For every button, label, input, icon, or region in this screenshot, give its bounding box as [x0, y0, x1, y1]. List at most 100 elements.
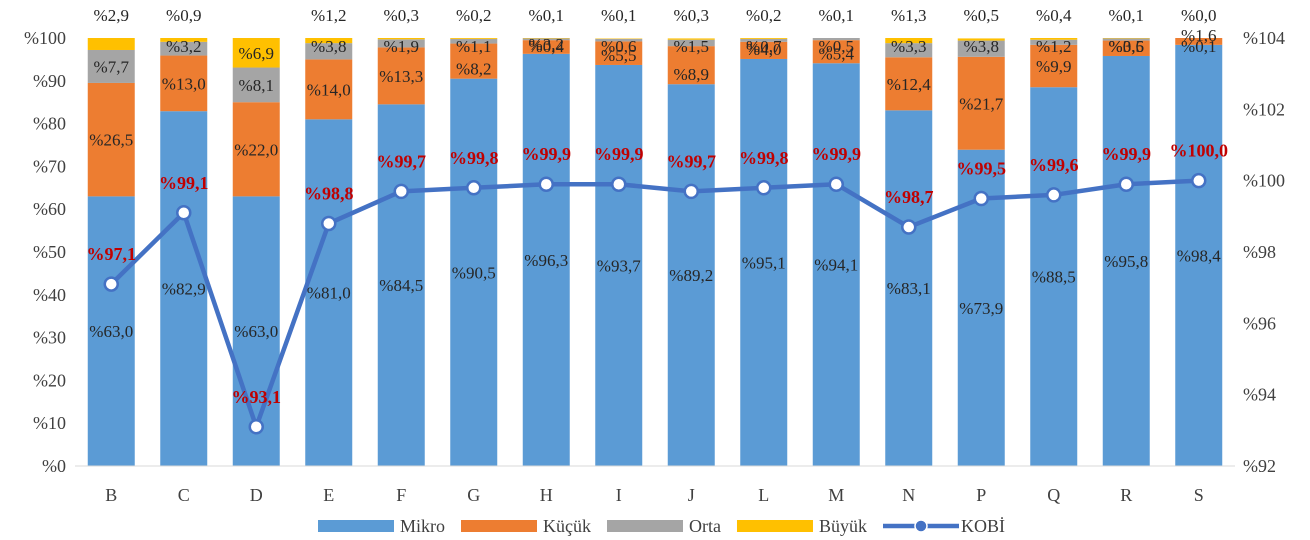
kucuk-value-label: %9,9: [1036, 57, 1071, 76]
kobi-value-label: %99,1: [159, 173, 209, 193]
bar-mikro-C: [160, 111, 208, 467]
bar-orta-L: [740, 38, 788, 42]
buyuk-value-label: %0,5: [964, 6, 999, 25]
kobi-point-B: [103, 276, 119, 292]
category-label: J: [688, 485, 695, 505]
orta-value-label: %0,4: [529, 37, 565, 56]
bar-byk-L: [740, 38, 788, 39]
bar-kk-F: [377, 47, 425, 105]
category-label: G: [467, 485, 480, 505]
buyuk-value-label: %0,1: [529, 6, 564, 25]
right-tick-label: %100: [1243, 171, 1285, 191]
buyuk-value-label: %0,4: [1036, 6, 1072, 25]
category-label: C: [178, 485, 190, 505]
orta-value-label: %0,6: [601, 37, 636, 56]
bar-orta-N: [885, 43, 933, 58]
kobi-point-E: [321, 215, 337, 232]
buyuk-value-label: %0,0: [1181, 6, 1216, 25]
mikro-value-label: %63,0: [234, 322, 278, 341]
bar-byk-Q: [1030, 38, 1078, 40]
buyuk-value-label: %1,3: [891, 6, 926, 25]
legend: Mikro Küçük Orta Büyük KOBİ: [318, 516, 1005, 536]
bar-orta-F: [377, 39, 425, 48]
kobi-value-label: %99,7: [667, 151, 717, 171]
kobi-value-label: %100,0: [1170, 141, 1229, 161]
legend-label: Büyük: [819, 516, 867, 536]
kucuk-value-label: %26,5: [89, 131, 133, 150]
kobi-point-S: [1191, 172, 1207, 189]
kobi-point-J: [683, 183, 699, 200]
kucuk-value-label: %13,3: [379, 67, 423, 86]
legend-label: Orta: [689, 516, 721, 536]
bar-orta-I: [595, 38, 643, 42]
left-tick-label: %40: [33, 285, 66, 305]
axes-layer: %0 %10 %20 %30 %40 %50 %60 %70 %80 %90 %100 %92 %94%…: [24, 28, 1285, 505]
mikro-value-label: %95,8: [1104, 252, 1148, 271]
bar-kk-C: [160, 55, 208, 112]
orta-value-label: %3,2: [166, 37, 201, 56]
right-tick-label: %94: [1243, 385, 1276, 405]
bar-kk-D: [232, 102, 280, 197]
kucuk-value-label: %22,0: [234, 140, 278, 159]
buyuk-value-label: %0,3: [674, 6, 709, 25]
category-label: L: [758, 485, 769, 505]
kucuk-value-label: %12,4: [887, 75, 931, 94]
kucuk-value-label: %5,5: [601, 46, 636, 65]
kobi-point-N: [901, 219, 917, 235]
bar-byk-D: [232, 38, 280, 68]
kucuk-value-label: %8,2: [456, 60, 491, 79]
bar-kk-I: [595, 41, 643, 65]
category-label: D: [250, 485, 263, 505]
bar-kk-H: [522, 40, 570, 54]
bar-mikro-I: [595, 64, 643, 467]
mikro-value-label: %83,1: [887, 279, 931, 298]
orta-value-label: %3,8: [964, 37, 999, 56]
orta-value-label: %0,5: [819, 37, 854, 56]
bar-kk-P: [957, 56, 1005, 150]
orta-value-label: %8,1: [239, 76, 274, 95]
orta-value-label: %3,8: [311, 37, 346, 56]
kobi-value-label: %99,5: [957, 159, 1007, 179]
data-labels-layer: %63,0 %26,5 %7,7 %2,9 %82,9 %13,0 %3,2 %0,9 %63,…: [87, 6, 1229, 407]
buyuk-value-label: %0,1: [819, 6, 854, 25]
bar-kk-S: [1175, 38, 1223, 45]
category-label: B: [105, 485, 117, 505]
mikro-value-label: %98,4: [1177, 246, 1221, 265]
mikro-value-label: %95,1: [742, 253, 786, 272]
kobi-value-label: %99,9: [522, 144, 572, 164]
right-tick-label: %102: [1243, 99, 1285, 119]
left-tick-label: %60: [33, 199, 66, 219]
mikro-value-label: %73,9: [959, 299, 1003, 318]
kobi-point-R: [1118, 176, 1134, 192]
buyuk-value-label: %1,2: [311, 6, 346, 25]
bar-byk-N: [885, 38, 933, 44]
kobi-value-label: %99,8: [739, 148, 789, 168]
bar-orta-M: [812, 38, 860, 41]
kucuk-value-label: %3,6: [1109, 37, 1144, 56]
bar-orta-P: [957, 40, 1005, 57]
category-label: I: [616, 485, 622, 505]
category-label: R: [1120, 485, 1132, 505]
buyuk-value-label: %0,1: [1109, 6, 1144, 25]
bar-orta-E: [305, 43, 353, 60]
bar-orta-Q: [1030, 39, 1078, 45]
left-tick-label: %70: [33, 156, 66, 176]
bar-orta-G: [450, 38, 498, 44]
orta-value-label: %3,3: [891, 37, 926, 56]
bar-kk-N: [885, 57, 933, 111]
kucuk-value-label: %14,0: [307, 80, 351, 99]
bar-mikro-J: [667, 84, 715, 466]
bar-kk-G: [450, 43, 498, 79]
left-tick-label: %50: [33, 242, 66, 262]
legend-label: Küçük: [543, 516, 591, 536]
orta-value-label: %0,1: [1181, 37, 1216, 56]
orta-value-label: %1,9: [384, 37, 419, 56]
kobi-line: [109, 178, 1199, 430]
kobi-line-layer: [103, 172, 1207, 435]
legend-swatch-mikro: [318, 520, 394, 532]
bar-orta-R: [1102, 38, 1150, 41]
mikro-value-label: %88,5: [1032, 268, 1076, 287]
legend-label: KOBİ: [961, 516, 1005, 536]
left-tick-label: %10: [33, 413, 66, 433]
left-tick-label: %80: [33, 114, 66, 134]
